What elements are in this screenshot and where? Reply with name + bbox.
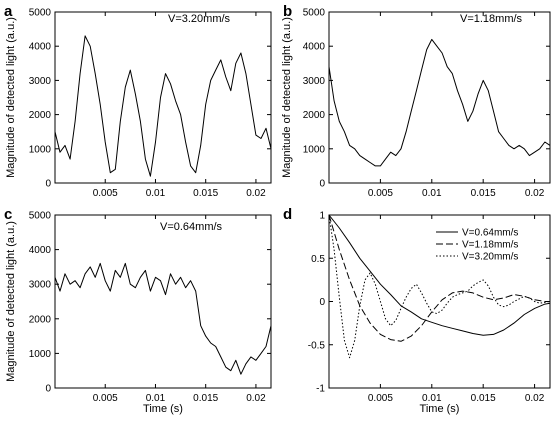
y-axis-label: Magnitude of detected light (a.u.) — [281, 17, 293, 178]
plot-frame — [54, 11, 272, 184]
y-tick-label: 5000 — [29, 211, 52, 222]
y-tick-label: 0 — [319, 297, 325, 308]
y-tick-label: 1000 — [303, 144, 326, 155]
x-tick-label: 0.015 — [471, 188, 496, 199]
y-tick-label: 3000 — [29, 76, 52, 87]
y-tick-label: 3000 — [303, 76, 326, 87]
y-tick-label: 0 — [45, 384, 51, 395]
y-tick-label: 1000 — [29, 144, 52, 155]
series-line-signal — [54, 262, 272, 375]
x-tick-label: 0.01 — [422, 393, 442, 404]
y-tick-label: 1 — [319, 211, 325, 222]
x-tick-label: 0.005 — [368, 393, 393, 404]
y-tick-label: 3000 — [29, 280, 52, 291]
panel-letter: b — [283, 3, 292, 20]
legend: V=0.64mm/sV=1.18mm/sV=3.20mm/s — [436, 228, 518, 263]
series-line-V=0.64mm/s — [328, 214, 551, 336]
panel-d: 0.005 0.01 0.015 0.02 -1 -0.5 0 0.5 1 d Time (s) V=… — [283, 206, 551, 415]
y-tick-label: 5000 — [29, 8, 52, 19]
x-tick-label: 0.015 — [193, 393, 218, 404]
legend-label: V=0.64mm/s — [462, 228, 518, 239]
y-tick-label: 4000 — [29, 245, 52, 256]
panel-letter: a — [4, 3, 13, 20]
y-tick-label: -0.5 — [308, 340, 326, 351]
x-axis-label-name: Time — [420, 403, 447, 415]
x-tick-label: 0.015 — [193, 188, 218, 199]
y-axis-label: Magnitude of detected light (a.u.) — [5, 221, 17, 382]
x-tick-label: 0.02 — [525, 188, 545, 199]
x-tick-label: 0.01 — [422, 188, 442, 199]
velocity-annotation: V=0.64mm/s — [160, 221, 223, 233]
x-tick-label: 0.01 — [146, 188, 166, 199]
series-line-signal — [54, 35, 272, 177]
panel-letter: c — [4, 206, 12, 223]
y-tick-label: 2000 — [29, 110, 52, 121]
y-tick-label: 4000 — [303, 42, 326, 53]
series-line-V=3.20mm/s — [328, 214, 551, 359]
panel-a: 0.005 0.01 0.015 0.02 0 1000 2000 3000 4000 5000 a… — [4, 3, 272, 199]
y-tick-label: 2000 — [303, 110, 326, 121]
y-tick-label: 0 — [319, 179, 325, 190]
x-axis-label-name: Time — [143, 403, 170, 415]
plot-frame — [54, 214, 272, 389]
panel-letter: d — [283, 206, 292, 223]
plot-frame — [328, 11, 551, 184]
y-tick-label: 0.5 — [311, 254, 325, 265]
y-tick-label: 2000 — [29, 314, 52, 325]
y-tick-label: 4000 — [29, 42, 52, 53]
x-tick-label: 0.015 — [471, 393, 496, 404]
y-tick-label: 5000 — [303, 8, 326, 19]
x-tick-label: 0.02 — [246, 188, 266, 199]
x-tick-label: 0.02 — [525, 393, 545, 404]
x-axis-label-unit: (s) — [447, 403, 460, 415]
velocity-annotation: V=1.18mm/s — [460, 13, 523, 25]
y-tick-label: 1000 — [29, 349, 52, 360]
y-tick-label: -1 — [316, 384, 325, 395]
x-tick-label: 0.005 — [93, 188, 118, 199]
legend-label: V=3.20mm/s — [462, 252, 518, 263]
velocity-annotation: V=3.20mm/s — [168, 13, 231, 25]
series-line-V=1.18mm/s — [328, 214, 550, 342]
x-axis-label: Time (s) — [143, 403, 183, 415]
x-tick-label: 0.02 — [246, 393, 266, 404]
y-tick-label: 0 — [45, 179, 51, 190]
x-axis-label: Time (s) — [420, 403, 460, 415]
x-tick-label: 0.005 — [368, 188, 393, 199]
x-axis-label-unit: (s) — [170, 403, 183, 415]
y-axis-label: Magnitude of detected light (a.u.) — [5, 17, 17, 178]
panel-b: 0.005 0.01 0.015 0.02 0 1000 2000 3000 4000 5000 b… — [281, 3, 551, 199]
x-tick-label: 0.01 — [146, 393, 166, 404]
x-tick-label: 0.005 — [93, 393, 118, 404]
series-line-signal — [328, 38, 551, 167]
panel-c: 0.005 0.01 0.015 0.02 0 1000 2000 3000 4000 5000 c… — [4, 206, 272, 415]
legend-label: V=1.18mm/s — [462, 240, 518, 251]
